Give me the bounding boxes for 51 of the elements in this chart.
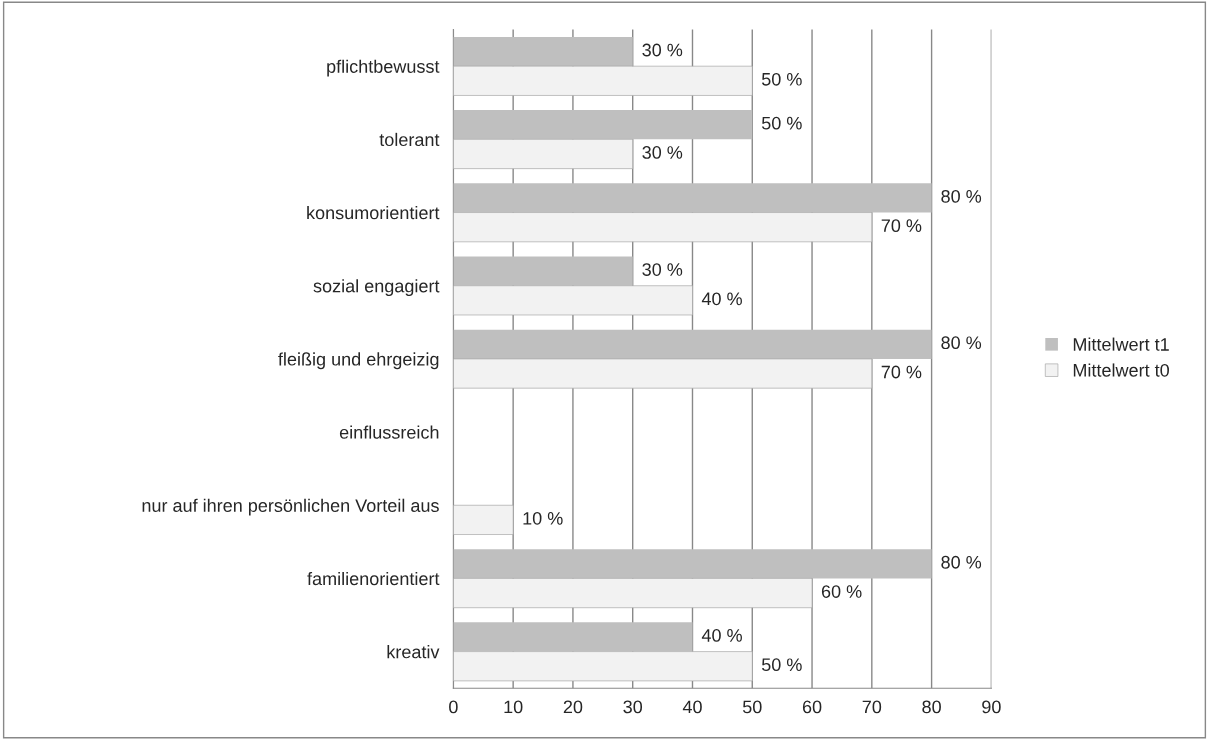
y-tick-label: nur auf ihren persönlichen Vorteil aus bbox=[142, 498, 439, 516]
bar bbox=[453, 622, 693, 652]
data-label: 70 % bbox=[881, 219, 922, 233]
data-label: 50 % bbox=[761, 658, 802, 672]
x-tick-label: 40 bbox=[682, 700, 702, 714]
bar bbox=[453, 578, 813, 609]
y-tick-label: einflussreich bbox=[339, 425, 439, 439]
x-tick-label: 90 bbox=[982, 700, 1001, 714]
data-label: 50 % bbox=[761, 116, 802, 130]
x-tick-label: 80 bbox=[922, 700, 941, 714]
data-label: 30 % bbox=[642, 146, 683, 159]
y-tick-label: konsumorientiert bbox=[307, 206, 440, 220]
x-tick-label: 10 bbox=[504, 700, 523, 714]
bar bbox=[453, 183, 932, 213]
x-tick-label: 0 bbox=[449, 700, 458, 714]
y-tick-label: kreativ bbox=[387, 645, 440, 659]
bar bbox=[453, 504, 514, 535]
y-tick-label: tolerant bbox=[379, 132, 440, 147]
bar bbox=[453, 329, 932, 359]
y-tick-label: pflichtbewusst bbox=[327, 59, 440, 77]
data-label: 50 % bbox=[761, 72, 802, 86]
bar bbox=[453, 139, 634, 169]
x-tick-label: 20 bbox=[563, 700, 583, 714]
data-label: 30 % bbox=[642, 43, 683, 57]
data-label: 80 % bbox=[941, 336, 982, 350]
bar bbox=[453, 110, 753, 140]
bar bbox=[453, 549, 932, 579]
bar bbox=[453, 65, 753, 96]
bar bbox=[453, 256, 633, 286]
data-label: 70 % bbox=[881, 365, 922, 379]
x-tick-label: 30 bbox=[623, 700, 643, 714]
data-label: 40 % bbox=[701, 292, 742, 306]
x-tick-label: 60 bbox=[802, 700, 822, 714]
bar bbox=[453, 358, 873, 389]
bar bbox=[453, 651, 753, 682]
legend-label: Mittelwert t1 bbox=[1073, 337, 1169, 351]
legend-label: Mittelwert t0 bbox=[1073, 363, 1169, 377]
x-tick-label: 70 bbox=[862, 700, 882, 714]
data-label: 10 % bbox=[523, 511, 563, 525]
bar bbox=[453, 285, 693, 316]
data-label: 30 % bbox=[642, 263, 683, 276]
data-label: 60 % bbox=[821, 585, 862, 598]
x-tick-label: 50 bbox=[742, 700, 762, 714]
bar bbox=[453, 36, 633, 67]
data-label: 80 % bbox=[941, 189, 982, 203]
y-tick-label: familienorientiert bbox=[307, 571, 440, 586]
y-tick-label: fleißig und ehrgeizig bbox=[278, 352, 439, 370]
y-tick-label: sozial engagiert bbox=[313, 279, 440, 297]
bar bbox=[453, 212, 873, 243]
data-label: 40 % bbox=[701, 629, 742, 642]
data-label: 80 % bbox=[941, 555, 982, 569]
